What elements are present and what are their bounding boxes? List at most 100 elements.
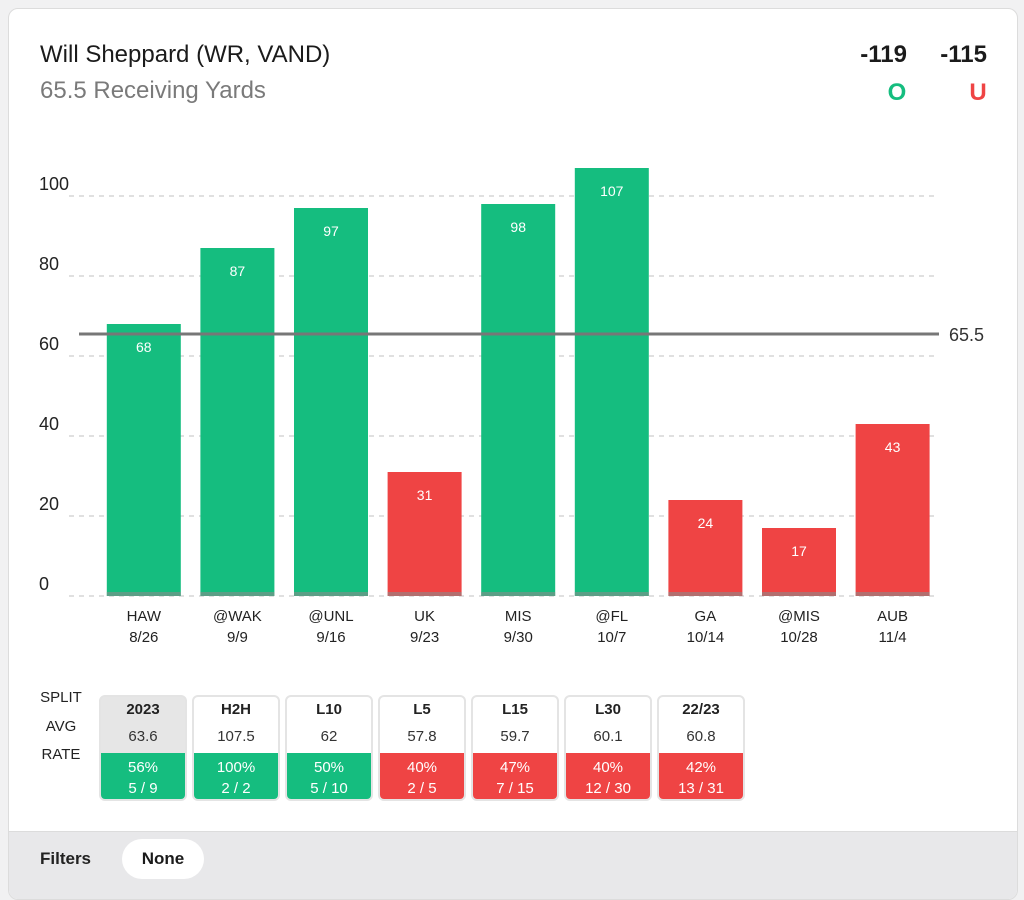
bar[interactable] <box>762 528 836 596</box>
row-label-split: SPLIT <box>40 689 82 706</box>
split-column-22-23[interactable]: 22/23 60.8 42% 13 / 31 <box>657 695 745 801</box>
bar-group[interactable]: 31 <box>387 472 462 596</box>
x-tick-date: 9/23 <box>410 629 439 646</box>
bar-group[interactable]: 98 <box>481 204 556 596</box>
bar-base <box>762 592 836 596</box>
split-hit-fraction: 5 / 9 <box>128 780 158 797</box>
under-odds[interactable]: -115 <box>940 41 987 68</box>
bar-value-label: 24 <box>698 515 714 531</box>
x-tick-date: 9/9 <box>227 629 248 646</box>
x-tick-opponent: AUB <box>877 608 908 625</box>
split-hit-pct: 42% <box>685 759 717 776</box>
x-tick-opponent: @WAK <box>213 608 262 625</box>
split-hit-rate: 100% 2 / 2 <box>194 753 278 799</box>
bar-group[interactable]: 17 <box>762 528 836 596</box>
y-tick-label: 80 <box>39 254 59 274</box>
prop-line: 65.5 Receiving Yards <box>40 77 266 104</box>
split-column-l15[interactable]: L15 59.7 47% 7 / 15 <box>471 695 559 801</box>
y-tick-label: 100 <box>39 174 69 194</box>
split-column-2023[interactable]: 2023 63.6 56% 5 / 9 <box>99 695 187 801</box>
split-hit-fraction: 5 / 10 <box>310 780 348 797</box>
split-hit-rate: 47% 7 / 15 <box>473 753 557 799</box>
bar-value-label: 31 <box>417 487 433 503</box>
split-hit-rate: 40% 2 / 5 <box>380 753 464 799</box>
x-tick-opponent: MIS <box>505 608 532 625</box>
x-tick-opponent: GA <box>695 608 717 625</box>
split-label: 22/23 <box>682 701 720 718</box>
x-tick-date: 10/14 <box>687 629 725 646</box>
over-label[interactable]: O <box>887 79 907 106</box>
split-label: 2023 <box>126 701 160 718</box>
x-tick-date: 10/28 <box>780 629 818 646</box>
split-column-h2h[interactable]: H2H 107.5 100% 2 / 2 <box>192 695 280 801</box>
bar-group[interactable]: 68 <box>106 324 181 596</box>
bar[interactable] <box>855 424 930 596</box>
bar-group[interactable]: 107 <box>574 168 649 596</box>
prop-card: Will Sheppard (WR, VAND) 65.5 Receiving … <box>8 8 1018 900</box>
split-column-l30[interactable]: L30 60.1 40% 12 / 30 <box>564 695 652 801</box>
under-label[interactable]: U <box>969 79 987 106</box>
bar-base <box>855 592 930 596</box>
x-tick-opponent: UK <box>414 608 435 625</box>
split-label: L30 <box>595 701 621 718</box>
filters-value-pill[interactable]: None <box>122 839 204 879</box>
bar-value-label: 43 <box>885 439 901 455</box>
split-avg: 62 <box>320 728 338 745</box>
game-log-bar-chart: 0 20 40 60 80 100 68 HAW 8/26 87 @WAK 9/9 97 @UNL 9/16… <box>39 168 984 646</box>
bar[interactable] <box>668 500 743 596</box>
prop-line-label: 65.5 <box>949 325 984 345</box>
y-tick-label: 20 <box>39 494 59 514</box>
x-tick-date: 10/7 <box>597 629 626 646</box>
bar[interactable] <box>106 324 181 596</box>
split-column-l5[interactable]: L5 57.8 40% 2 / 5 <box>378 695 466 801</box>
split-hit-pct: 100% <box>216 759 256 776</box>
row-label-avg: AVG <box>45 718 77 735</box>
split-avg: 57.8 <box>407 728 437 745</box>
bar-value-label: 98 <box>510 219 526 235</box>
split-hit-fraction: 7 / 15 <box>496 780 534 797</box>
split-hit-fraction: 2 / 5 <box>407 780 437 797</box>
split-avg: 107.5 <box>217 728 255 745</box>
split-label: L5 <box>413 701 431 718</box>
split-hit-pct: 50% <box>313 759 345 776</box>
bar-base <box>387 592 462 596</box>
split-hit-rate: 40% 12 / 30 <box>566 753 650 799</box>
split-label: H2H <box>220 701 251 718</box>
y-tick-label: 0 <box>39 574 49 594</box>
bar-group[interactable]: 97 <box>294 208 368 596</box>
bar[interactable] <box>574 168 649 596</box>
row-label-rate: RATE <box>41 746 81 763</box>
split-column-l10[interactable]: L10 62 50% 5 / 10 <box>285 695 373 801</box>
bar-group[interactable]: 43 <box>855 424 930 596</box>
bar-value-label: 97 <box>323 223 339 239</box>
split-hit-pct: 56% <box>127 759 159 776</box>
split-hit-pct: 40% <box>592 759 624 776</box>
bar-base <box>668 592 743 596</box>
filters-bar: Filters None <box>9 831 1017 899</box>
split-avg: 60.1 <box>593 728 623 745</box>
x-tick-opponent: HAW <box>127 608 162 625</box>
bar[interactable] <box>387 472 462 596</box>
bar[interactable] <box>481 204 556 596</box>
player-name: Will Sheppard (WR, VAND) <box>40 41 331 68</box>
split-avg: 60.8 <box>686 728 716 745</box>
bar-group[interactable]: 24 <box>668 500 743 596</box>
bar-base <box>481 592 556 596</box>
bar-base <box>106 592 181 596</box>
x-tick-opponent: @FL <box>595 608 628 625</box>
bar-group[interactable]: 87 <box>200 248 275 596</box>
split-avg: 59.7 <box>500 728 530 745</box>
bar-base <box>294 592 368 596</box>
bar[interactable] <box>294 208 368 596</box>
split-avg: 63.6 <box>128 728 158 745</box>
x-tick-opponent: @MIS <box>778 608 820 625</box>
y-tick-label: 40 <box>39 414 59 434</box>
bar-value-label: 107 <box>600 183 624 199</box>
x-tick-opponent: @UNL <box>308 608 353 625</box>
bar[interactable] <box>200 248 275 596</box>
bar-value-label: 87 <box>230 263 246 279</box>
over-odds[interactable]: -119 <box>860 41 907 68</box>
split-label: L10 <box>316 701 342 718</box>
bar-value-label: 17 <box>791 543 807 559</box>
split-hit-fraction: 13 / 31 <box>678 780 724 797</box>
